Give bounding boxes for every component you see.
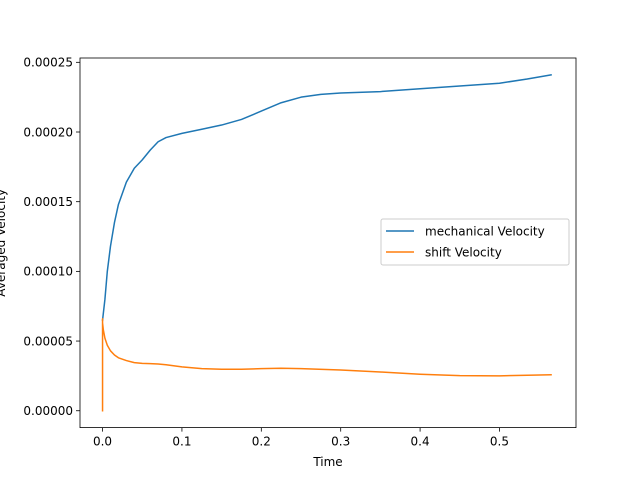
x-tick-label: 0.5 — [490, 435, 509, 449]
x-axis-title: Time — [312, 455, 342, 469]
x-tick-label: 0.2 — [252, 435, 271, 449]
y-tick-label: 0.00000 — [23, 404, 73, 418]
x-tick-label: 0.1 — [172, 435, 191, 449]
legend-label: mechanical Velocity — [425, 224, 545, 238]
series-line — [101, 73, 552, 321]
legend: mechanical Velocity shift Velocity — [380, 218, 570, 266]
y-axis: 0.00000 0.00005 0.00010 0.00015 0.00020 0.000… — [23, 56, 80, 418]
legend-label: shift Velocity — [425, 245, 502, 259]
y-axis-title: Averaged Velocity — [0, 189, 8, 297]
series-line — [101, 318, 552, 412]
legend-box — [380, 218, 570, 266]
y-tick-label: 0.00015 — [23, 195, 73, 209]
x-axis: 0.0 0.1 0.2 0.3 0.4 0.5 — [93, 427, 509, 449]
x-tick-label: 0.3 — [331, 435, 350, 449]
y-tick-label: 0.00020 — [23, 125, 73, 139]
y-tick-label: 0.00010 — [23, 265, 73, 279]
x-tick-label: 0.0 — [93, 435, 112, 449]
y-tick-label: 0.00005 — [23, 334, 73, 348]
y-tick-label: 0.00025 — [23, 56, 73, 70]
x-tick-label: 0.4 — [411, 435, 430, 449]
plot-frame — [79, 57, 577, 429]
series-layer — [101, 73, 552, 412]
